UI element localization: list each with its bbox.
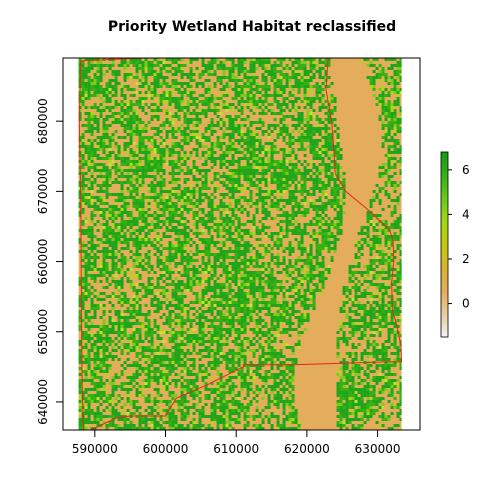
y-tick-label: 650000 [36,309,50,355]
y-axis: 640000 650000 660000 670000 680000 [36,98,63,425]
x-tick-label: 600000 [143,442,189,456]
x-axis: 590000 600000 610000 620000 630000 [72,430,401,456]
y-tick-label: 660000 [36,239,50,285]
legend: 0 2 4 6 [440,151,470,338]
map-title: Priority Wetland Habitat reclassified [107,19,397,35]
boundary-line [78,57,403,431]
x-tick-label: 590000 [72,442,118,456]
x-tick-label: 620000 [284,442,330,456]
legend-tick-label: 0 [462,297,470,311]
legend-tick-label: 2 [462,252,470,266]
y-tick-label: 680000 [36,98,50,144]
y-tick-label: 670000 [36,168,50,214]
habitat-cells [78,58,402,430]
y-tick-label: 640000 [36,379,50,425]
x-tick-label: 630000 [355,442,401,456]
legend-tick-label: 6 [462,163,470,177]
legend-tick-label: 4 [462,207,470,221]
plot-frame [62,57,421,431]
legend-color-bar [440,151,449,338]
raster-layer [78,58,402,430]
x-tick-label: 610000 [213,442,259,456]
